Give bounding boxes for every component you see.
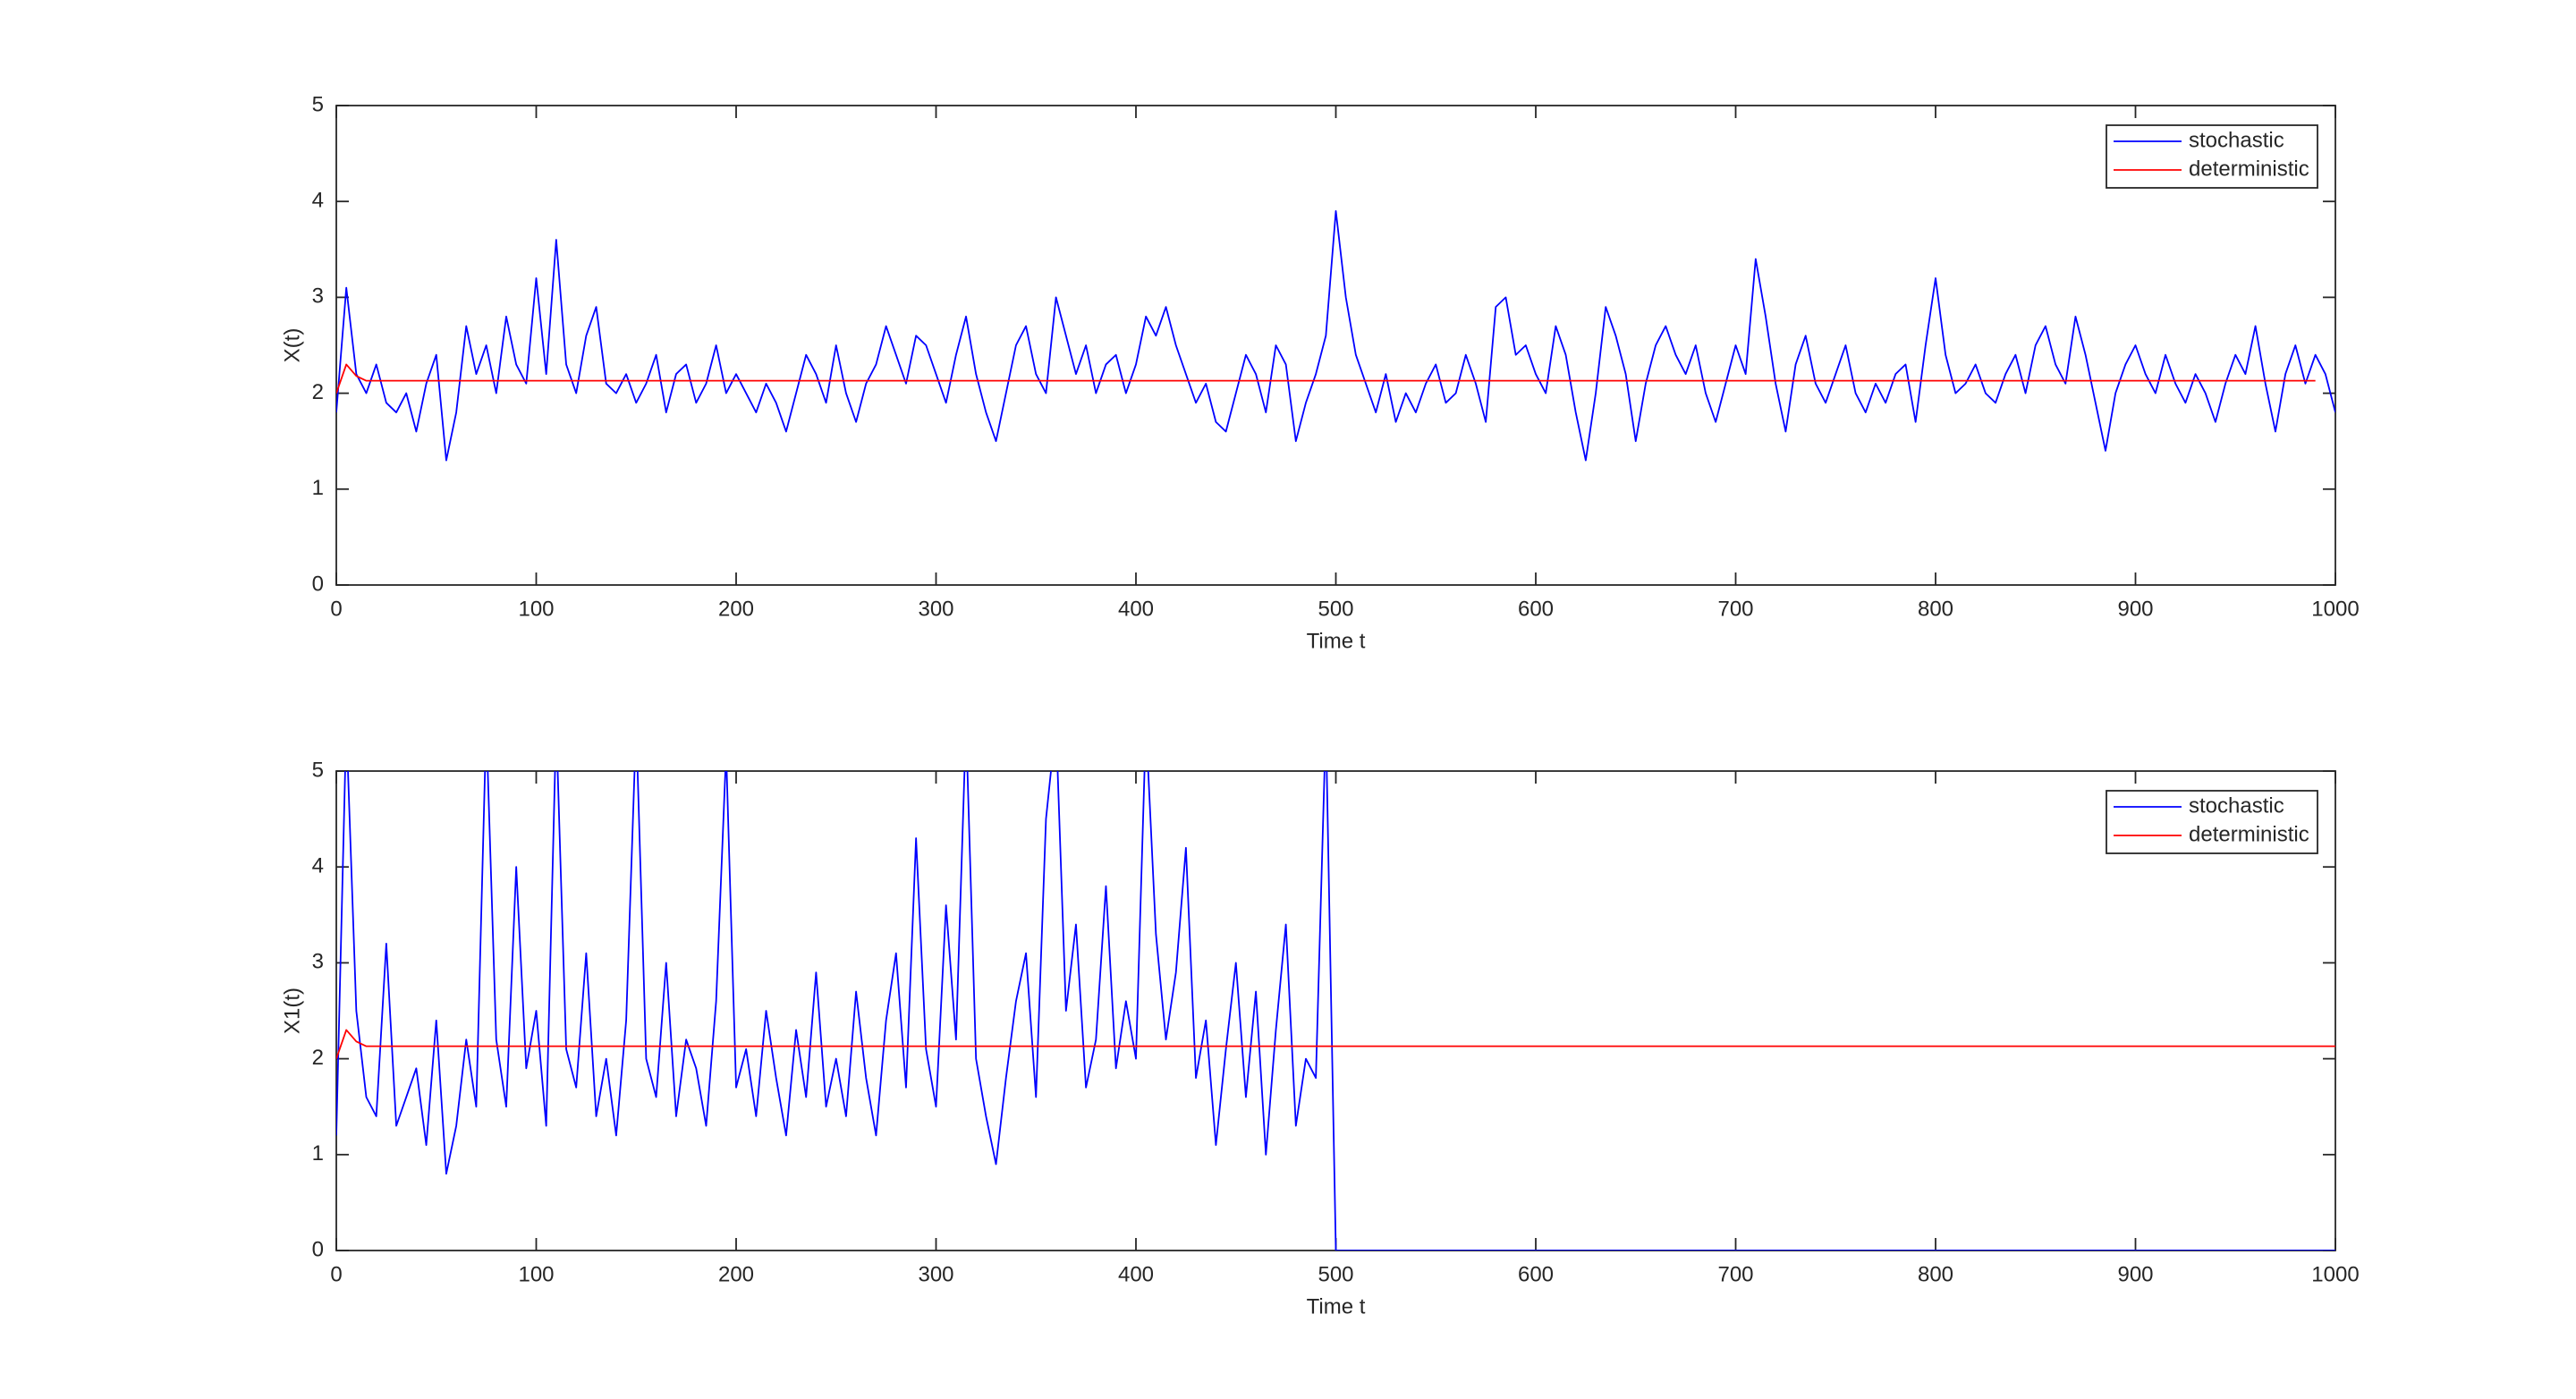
- x-tick-label: 600: [1518, 1262, 1554, 1286]
- subplot: 0 100 200 300 400 500 600 700 800 900 1000 0 1 2 3 4 5 Ti…: [280, 758, 2359, 1318]
- y-axis-label: X1(t): [280, 988, 304, 1034]
- y-tick-label: 1: [312, 476, 324, 500]
- y-axis-label: X(t): [280, 328, 304, 363]
- x-tick-label: 800: [1918, 1262, 1953, 1286]
- legend-box: [2106, 790, 2318, 854]
- y-tick-label: 0: [312, 1237, 324, 1261]
- series-line: [336, 210, 2335, 462]
- x-tick-label: 1000: [2311, 597, 2359, 621]
- x-tick-label: 300: [918, 1262, 953, 1286]
- plot-area: [336, 771, 2335, 1251]
- y-tick-label: 3: [312, 950, 324, 974]
- x-tick-label: 900: [2117, 1262, 2153, 1286]
- x-tick-label: 400: [1118, 597, 1154, 621]
- y-tick-label: 5: [312, 92, 324, 116]
- y-tick-label: 3: [312, 284, 324, 309]
- series-line: [336, 1029, 2335, 1059]
- y-tick-label: 2: [312, 380, 324, 404]
- y-tick-label: 0: [312, 572, 324, 596]
- x-axis-label: Time t: [1307, 629, 1366, 653]
- x-tick-label: 400: [1118, 1262, 1154, 1286]
- y-tick-label: 5: [312, 758, 324, 782]
- series-line: [336, 363, 2316, 394]
- axes-frame: [335, 105, 2336, 586]
- plot-area: [336, 210, 2335, 462]
- x-tick-label: 500: [1318, 597, 1353, 621]
- y-tick-label: 4: [312, 189, 324, 213]
- axes-frame: [335, 770, 2336, 1251]
- x-tick-label: 100: [518, 597, 554, 621]
- x-tick-label: 900: [2117, 597, 2153, 621]
- legend-box: [2106, 124, 2318, 189]
- legend-label: deterministic: [2189, 157, 2309, 181]
- legend-label: deterministic: [2189, 822, 2309, 846]
- y-tick-label: 4: [312, 854, 324, 878]
- legend-label: stochastic: [2189, 793, 2284, 818]
- series-line: [336, 771, 2335, 1251]
- legend-label: stochastic: [2189, 128, 2284, 152]
- x-tick-label: 0: [330, 597, 342, 621]
- x-tick-label: 100: [518, 1262, 554, 1286]
- x-tick-label: 500: [1318, 1262, 1353, 1286]
- x-axis-label: Time t: [1307, 1294, 1366, 1318]
- x-tick-label: 300: [918, 597, 953, 621]
- x-tick-label: 700: [1717, 597, 1753, 621]
- x-tick-label: 1000: [2311, 1262, 2359, 1286]
- y-tick-label: 1: [312, 1141, 324, 1166]
- x-tick-label: 200: [718, 597, 754, 621]
- y-tick-label: 2: [312, 1046, 324, 1070]
- subplot: 0 100 200 300 400 500 600 700 800 900 1000 0 1 2 3 4 5 Ti…: [280, 92, 2359, 653]
- x-tick-label: 600: [1518, 597, 1554, 621]
- x-tick-label: 700: [1717, 1262, 1753, 1286]
- x-tick-label: 800: [1918, 597, 1953, 621]
- x-tick-label: 0: [330, 1262, 342, 1286]
- x-tick-label: 200: [718, 1262, 754, 1286]
